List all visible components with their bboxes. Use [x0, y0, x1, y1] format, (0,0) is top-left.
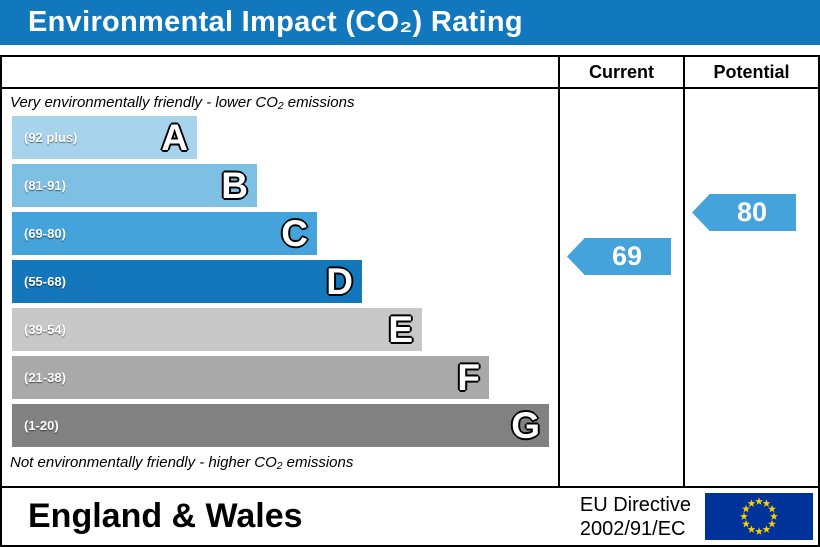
band-d-range-label: (55-68): [24, 274, 66, 289]
footer: England & Wales EU Directive 2002/91/EC: [0, 488, 820, 547]
potential-rating-arrow: 80: [692, 194, 796, 231]
band-a-range-label: (92 plus): [24, 130, 78, 145]
eu-directive-line1: EU Directive: [579, 493, 691, 516]
band-f-bar: (21-38) F: [12, 356, 489, 399]
band-b-letter: B: [221, 165, 248, 206]
band-g-letter: G: [511, 405, 540, 446]
eu-flag-icon: [705, 493, 813, 540]
band-a-bar: (92 plus) A: [12, 116, 197, 159]
band-f-letter: F: [457, 357, 480, 398]
band-f-range-label: (21-38): [24, 370, 66, 385]
band-b-bar: (81-91) B: [12, 164, 257, 207]
chart-title: Environmental Impact (CO₂) Rating: [28, 6, 523, 38]
eu-directive-line2: 2002/91/EC: [579, 517, 686, 540]
potential-column: 80: [683, 89, 818, 486]
band-e-bar: (39-54) E: [12, 308, 422, 351]
rating-bars-area: Very environmentally friendly - lower CO…: [2, 89, 558, 486]
band-e-range-label: (39-54): [24, 322, 66, 337]
chart-title-bar: Environmental Impact (CO₂) Rating: [0, 0, 820, 45]
current-rating-value: 69: [611, 241, 643, 271]
rating-bars: (92 plus) A (81-91) B (69-80) C (55-68) D (39-54…: [2, 116, 558, 447]
band-b-range-label: (81-91): [24, 178, 66, 193]
chart-box: Current Potential Very environmentally f…: [0, 55, 820, 488]
region-title: England & Wales: [28, 497, 303, 535]
band-d-bar: (55-68) D: [12, 260, 362, 303]
potential-rating-value: 80: [736, 197, 768, 227]
band-e-letter: E: [388, 309, 413, 350]
header-spacer: [2, 57, 558, 89]
band-g-bar: (1-20) G: [12, 404, 549, 447]
current-column: 69: [558, 89, 683, 486]
eu-directive-text: EU Directive 2002/91/EC: [580, 493, 691, 541]
band-d-letter: D: [326, 261, 353, 302]
band-a-letter: A: [161, 117, 188, 158]
band-c-letter: C: [281, 213, 308, 254]
potential-column-header: Potential: [683, 57, 818, 89]
band-c-range-label: (69-80): [24, 226, 66, 241]
bottom-note: Not environmentally friendly - higher CO…: [10, 454, 354, 471]
band-c-bar: (69-80) C: [12, 212, 317, 255]
current-rating-arrow: 69: [567, 238, 671, 275]
top-note: Very environmentally friendly - lower CO…: [10, 94, 355, 111]
current-column-header: Current: [558, 57, 683, 89]
band-g-range-label: (1-20): [24, 418, 59, 433]
